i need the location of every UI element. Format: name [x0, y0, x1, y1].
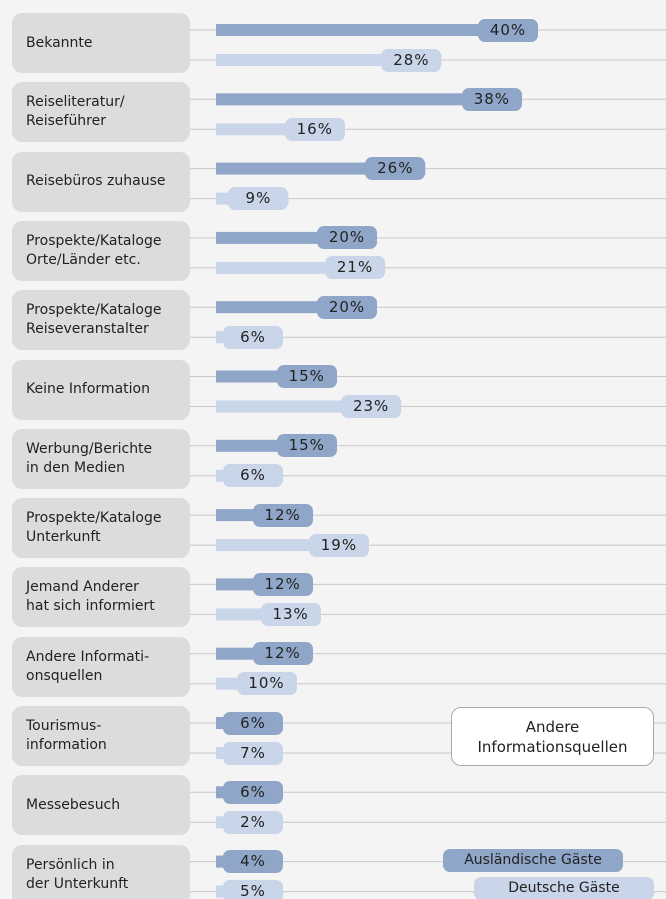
category-label: Reisebüros zuhause	[12, 151, 190, 212]
category-label: Persönlich in der Unterkunft	[12, 844, 190, 899]
value-label: 6%	[223, 780, 283, 804]
value-label: 26%	[365, 157, 426, 181]
bar	[216, 93, 522, 106]
value-label: 15%	[276, 365, 337, 388]
value-label: 16%	[284, 117, 345, 141]
value-label: 40%	[478, 18, 538, 42]
value-label: 4%	[223, 850, 283, 874]
value-label: 7%	[223, 741, 283, 765]
value-label: 23%	[341, 395, 402, 418]
value-label: 12%	[252, 642, 313, 666]
legend-entry: Ausländische Gäste	[443, 849, 623, 872]
category-label: Prospekte/Kataloge Unterkunft	[12, 498, 190, 559]
category-label: Tourismus- information	[12, 706, 190, 766]
value-label: 12%	[252, 503, 313, 527]
category-label: Bekannte	[12, 13, 190, 73]
value-label: 2%	[223, 810, 283, 834]
value-label: 5%	[223, 880, 283, 899]
value-label: 9%	[228, 187, 289, 211]
value-label: 21%	[325, 256, 386, 280]
category-label: Werbung/Berichte in den Medien	[12, 428, 190, 489]
value-label: 13%	[260, 602, 321, 626]
value-label: 15%	[276, 434, 337, 458]
category-label: Prospekte/Kataloge Orte/Länder etc.	[12, 220, 190, 281]
category-label: Jemand Anderer hat sich informiert	[12, 567, 190, 628]
value-label: 6%	[223, 711, 283, 735]
value-label: 38%	[461, 87, 522, 111]
category-label: Messebesuch	[12, 775, 190, 836]
value-label: 20%	[317, 295, 377, 319]
value-label: 6%	[223, 325, 283, 349]
value-label: 6%	[223, 464, 283, 488]
value-label: 20%	[317, 226, 377, 250]
legend-title: Andere Informationsquellen	[451, 707, 654, 766]
value-label: 19%	[308, 533, 369, 557]
value-label: 28%	[381, 48, 442, 72]
category-label: Andere Informati- onsquellen	[12, 636, 190, 697]
legend-entry: Deutsche Gäste	[474, 877, 654, 899]
category-label: Prospekte/Kataloge Reiseveranstalter	[12, 290, 190, 351]
value-label: 10%	[236, 672, 297, 696]
category-label: Keine Information	[12, 359, 190, 420]
value-label: 12%	[252, 572, 313, 596]
bar	[216, 24, 538, 36]
category-label: Reiseliteratur/ Reiseführer	[12, 82, 190, 143]
